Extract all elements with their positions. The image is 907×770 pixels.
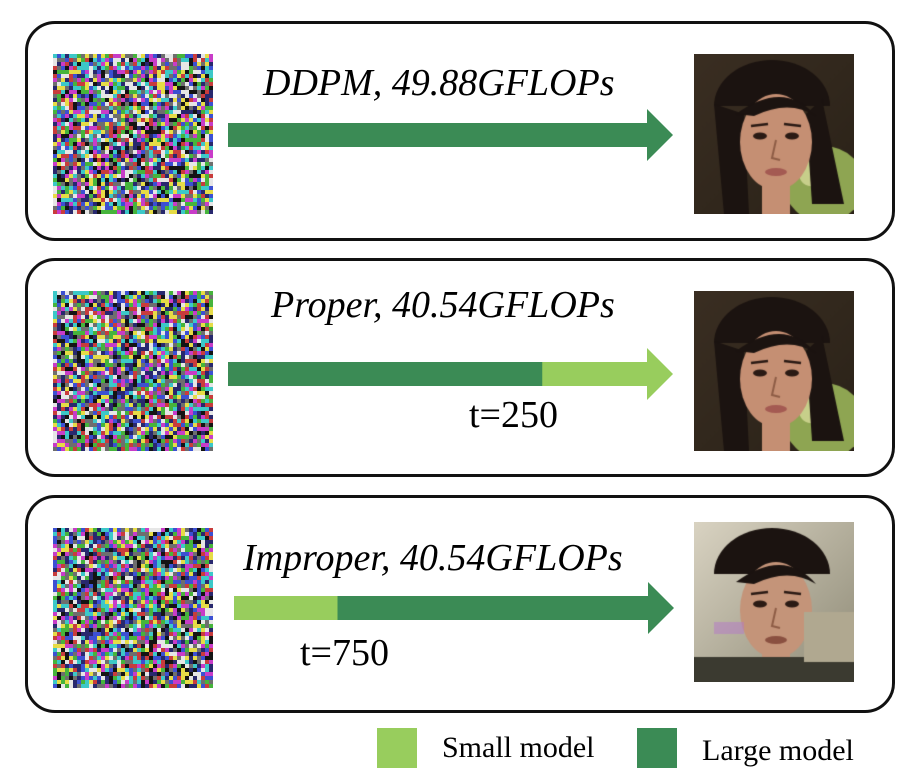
sampling-arrow bbox=[228, 348, 673, 400]
panel-title: Proper, 40.54GFLOPs bbox=[271, 284, 615, 326]
panel-improper: Improper, 40.54GFLOPs t=750 bbox=[25, 495, 895, 713]
panel-proper: Proper, 40.54GFLOPs t=250 bbox=[25, 258, 895, 477]
arrow-segment-large bbox=[228, 362, 543, 386]
arrow-segment-large bbox=[228, 123, 648, 147]
arrow-segment-small bbox=[542, 362, 648, 386]
generated-face-image bbox=[694, 54, 854, 214]
legend-swatch-small bbox=[377, 728, 417, 768]
arrow-head bbox=[647, 348, 673, 400]
sampling-arrow bbox=[234, 582, 674, 634]
arrow-head bbox=[647, 109, 673, 161]
sampling-arrow bbox=[228, 109, 673, 161]
legend-label-small: Small model bbox=[442, 731, 595, 764]
noise-image bbox=[53, 528, 213, 688]
switch-step-label: t=250 bbox=[469, 394, 558, 436]
noise-image bbox=[53, 291, 213, 451]
switch-step-label: t=750 bbox=[300, 632, 389, 674]
generated-face-image bbox=[694, 291, 854, 451]
noise-image bbox=[53, 54, 213, 214]
arrow-head bbox=[648, 582, 674, 634]
legend-label-large: Large model bbox=[702, 734, 854, 767]
panel-ddpm: DDPM, 49.88GFLOPs bbox=[25, 21, 895, 241]
panel-title: Improper, 40.54GFLOPs bbox=[243, 537, 623, 579]
panel-title: DDPM, 49.88GFLOPs bbox=[263, 62, 615, 104]
generated-face-image bbox=[694, 522, 854, 682]
legend-swatch-large bbox=[637, 728, 677, 768]
arrow-segment-small bbox=[234, 596, 338, 620]
arrow-segment-large bbox=[337, 596, 649, 620]
